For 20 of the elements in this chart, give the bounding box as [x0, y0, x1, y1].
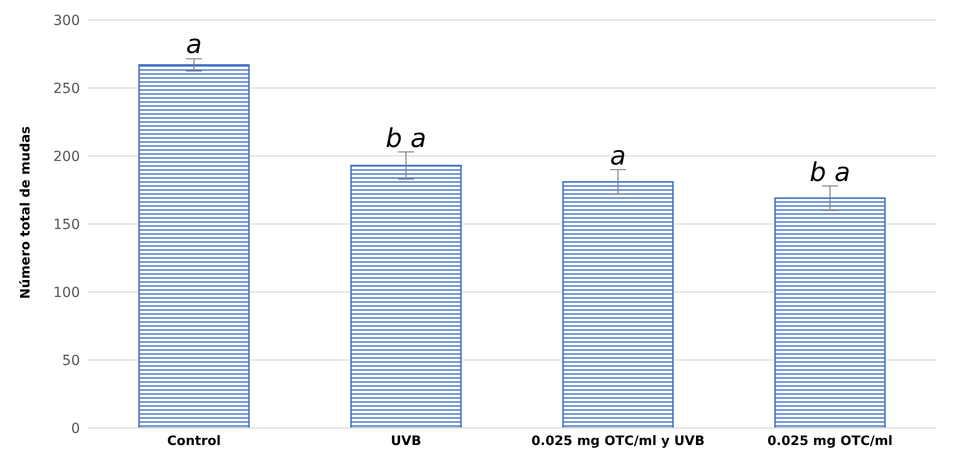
bar [350, 164, 462, 428]
y-tick-label: 250 [53, 80, 80, 97]
y-tick-label: 50 [62, 352, 80, 369]
annotation: a [610, 142, 626, 172]
bar [562, 181, 674, 428]
y-tick-label: 0 [71, 420, 80, 437]
bar [774, 197, 886, 428]
y-tick-label: 300 [53, 12, 80, 29]
x-tick-label: 0.025 mg OTC/ml [767, 434, 893, 450]
y-tick-label: 150 [53, 216, 80, 233]
y-tick-label: 200 [53, 148, 80, 165]
x-tick-label: UVB [390, 434, 422, 450]
annotation: b a [386, 124, 426, 154]
x-tick-label: Control [167, 434, 221, 450]
x-tick-label: 0.025 mg OTC/ml y UVB [531, 434, 705, 450]
annotation: b a [810, 158, 850, 188]
y-tick-label: 100 [53, 284, 80, 301]
y-axis-title: Número total de mudas [18, 126, 34, 299]
annotation: a [186, 30, 202, 60]
bar [138, 64, 250, 428]
